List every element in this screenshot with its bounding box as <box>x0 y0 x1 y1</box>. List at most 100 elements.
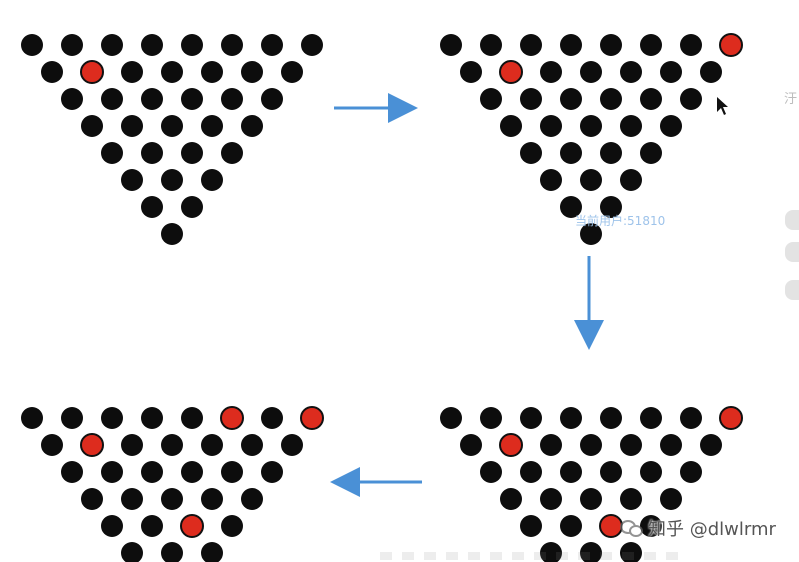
black-dot <box>141 88 163 110</box>
black-dot <box>261 34 283 56</box>
red-dot <box>500 61 522 83</box>
black-dot <box>600 142 622 164</box>
black-dot <box>21 34 43 56</box>
black-dot <box>201 542 223 562</box>
black-dot <box>141 407 163 429</box>
faint-caption-bar <box>380 552 680 560</box>
black-dot <box>560 142 582 164</box>
black-dot <box>560 515 582 537</box>
black-dot <box>620 169 642 191</box>
black-dot <box>640 142 662 164</box>
black-dot <box>500 488 522 510</box>
black-dot <box>480 407 502 429</box>
black-dot <box>640 461 662 483</box>
black-dot <box>520 461 542 483</box>
edge-control-chip <box>785 280 799 300</box>
black-dot <box>61 88 83 110</box>
black-dot <box>560 407 582 429</box>
black-dot <box>700 434 722 456</box>
black-dot <box>161 223 183 245</box>
black-dot <box>540 61 562 83</box>
black-dot <box>560 88 582 110</box>
black-dot <box>660 488 682 510</box>
black-dot <box>141 34 163 56</box>
black-dot <box>121 169 143 191</box>
black-dot <box>281 434 303 456</box>
black-dot <box>41 434 63 456</box>
black-dot <box>101 461 123 483</box>
black-dot <box>101 88 123 110</box>
black-dot <box>141 461 163 483</box>
black-dot <box>61 34 83 56</box>
black-dot <box>540 488 562 510</box>
black-dot <box>440 407 462 429</box>
black-dot <box>201 434 223 456</box>
black-dot <box>81 115 103 137</box>
black-dot <box>640 88 662 110</box>
black-dot <box>580 169 602 191</box>
black-dot <box>580 434 602 456</box>
black-dot <box>101 142 123 164</box>
watermark-text: 知乎 @dlwlrmr <box>648 515 776 541</box>
red-dot <box>600 515 622 537</box>
red-dot <box>81 61 103 83</box>
black-dot <box>620 115 642 137</box>
black-dot <box>221 142 243 164</box>
wechat-logo-icon <box>620 520 642 536</box>
edge-partial-glyph: 汙 <box>784 88 797 107</box>
black-dot <box>520 407 542 429</box>
black-dot <box>480 461 502 483</box>
edge-control-chip <box>785 210 799 230</box>
black-dot <box>61 407 83 429</box>
black-dot <box>121 61 143 83</box>
red-dot <box>181 515 203 537</box>
black-dot <box>660 434 682 456</box>
black-dot <box>660 115 682 137</box>
black-dot <box>620 61 642 83</box>
black-dot <box>600 407 622 429</box>
edge-control-chip <box>785 242 799 262</box>
black-dot <box>540 169 562 191</box>
black-dot <box>580 61 602 83</box>
black-dot <box>241 488 263 510</box>
black-dot <box>221 515 243 537</box>
black-dot <box>141 515 163 537</box>
black-dot <box>261 88 283 110</box>
black-dot <box>560 34 582 56</box>
black-dot <box>560 461 582 483</box>
panel-top-left <box>21 34 323 245</box>
black-dot <box>101 407 123 429</box>
black-dot <box>201 169 223 191</box>
black-dot <box>520 88 542 110</box>
black-dot <box>600 88 622 110</box>
black-dot <box>520 515 542 537</box>
black-dot <box>460 61 482 83</box>
black-dot <box>680 88 702 110</box>
black-dot <box>600 461 622 483</box>
black-dot <box>620 488 642 510</box>
black-dot <box>181 196 203 218</box>
black-dot <box>201 115 223 137</box>
red-dot <box>301 407 323 429</box>
black-dot <box>221 88 243 110</box>
black-dot <box>700 61 722 83</box>
current-user-overlay: 当前用户:51810 <box>575 212 665 229</box>
black-dot <box>161 61 183 83</box>
black-dot <box>660 61 682 83</box>
black-dot <box>21 407 43 429</box>
black-dot <box>680 407 702 429</box>
black-dot <box>161 488 183 510</box>
black-dot <box>440 34 462 56</box>
black-dot <box>680 461 702 483</box>
black-dot <box>81 488 103 510</box>
black-dot <box>480 34 502 56</box>
black-dot <box>640 407 662 429</box>
black-dot <box>281 61 303 83</box>
black-dot <box>201 61 223 83</box>
black-dot <box>121 488 143 510</box>
black-dot <box>640 34 662 56</box>
black-dot <box>181 142 203 164</box>
cursor-icon <box>717 97 728 115</box>
red-dot <box>221 407 243 429</box>
black-dot <box>500 115 522 137</box>
